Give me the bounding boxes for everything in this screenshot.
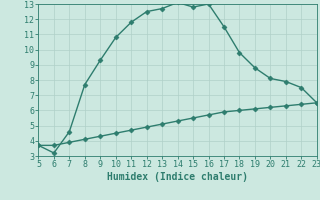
X-axis label: Humidex (Indice chaleur): Humidex (Indice chaleur) xyxy=(107,172,248,182)
